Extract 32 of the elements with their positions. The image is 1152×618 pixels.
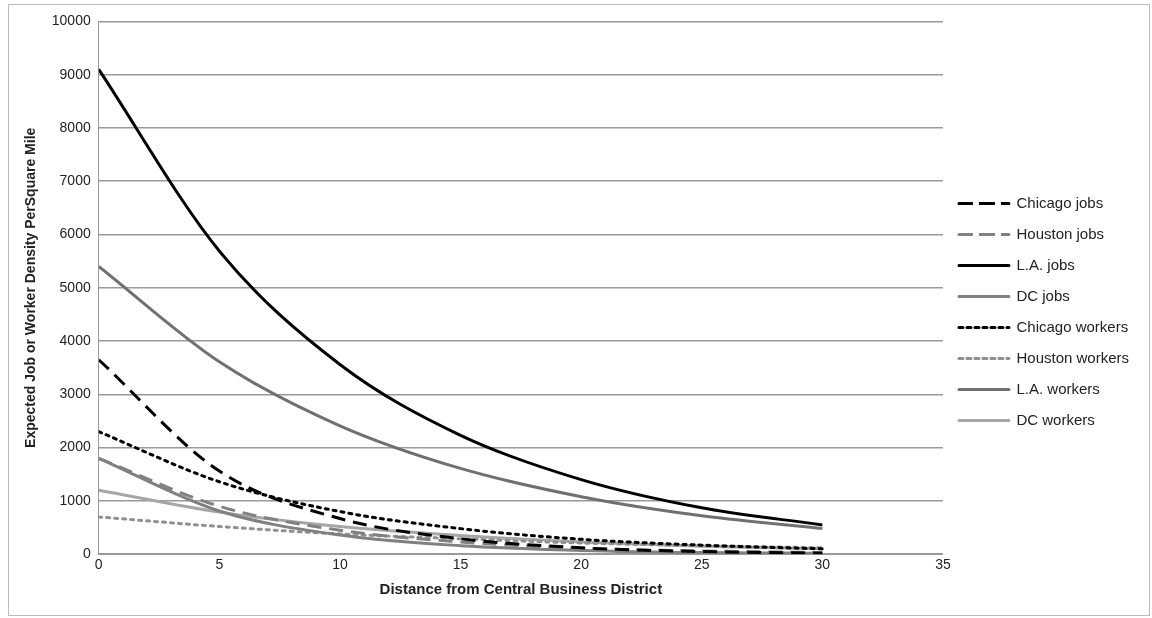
y-axis-title: Expected Job or Worker Density PerSquare Mile <box>22 127 39 448</box>
y-tick-label: 7000 <box>59 172 91 189</box>
line-series <box>98 67 824 527</box>
x-tick-label: 25 <box>693 556 710 573</box>
x-tick-label: 10 <box>332 556 348 573</box>
x-tick-label: 0 <box>94 556 103 573</box>
y-tick-label: 10000 <box>51 12 91 29</box>
y-tick-label: 3000 <box>59 385 91 402</box>
y-tick-label: 1000 <box>59 491 91 508</box>
legend-label: Chicago workers <box>1016 317 1129 335</box>
y-tick-label: 9000 <box>59 65 91 82</box>
y-tick-label: 2000 <box>59 438 91 455</box>
y-tick-label: 8000 <box>59 118 91 135</box>
y-tick-label: 0 <box>82 545 91 562</box>
x-tick-label: 30 <box>814 556 831 573</box>
y-tick-label: 5000 <box>59 278 91 295</box>
line-series <box>98 358 824 555</box>
x-tick-label: 20 <box>573 556 590 573</box>
legend-label: L.A. workers <box>1016 379 1100 397</box>
legend-label: Chicago jobs <box>1016 193 1104 211</box>
y-tick-label: 4000 <box>59 331 91 348</box>
legend-label: Houston workers <box>1016 348 1129 366</box>
legend-label: Houston jobs <box>1016 224 1105 242</box>
legend-label: DC jobs <box>1016 286 1070 304</box>
x-tick-label: 5 <box>215 556 224 573</box>
x-tick-label: 35 <box>935 556 951 573</box>
y-tick-label: 6000 <box>59 225 91 242</box>
line-series <box>98 264 824 531</box>
x-axis-title: Distance from Central Business District <box>379 580 663 598</box>
x-tick-label: 15 <box>452 556 469 573</box>
legend-label: L.A. jobs <box>1016 255 1075 273</box>
legend-label: DC workers <box>1016 410 1095 428</box>
